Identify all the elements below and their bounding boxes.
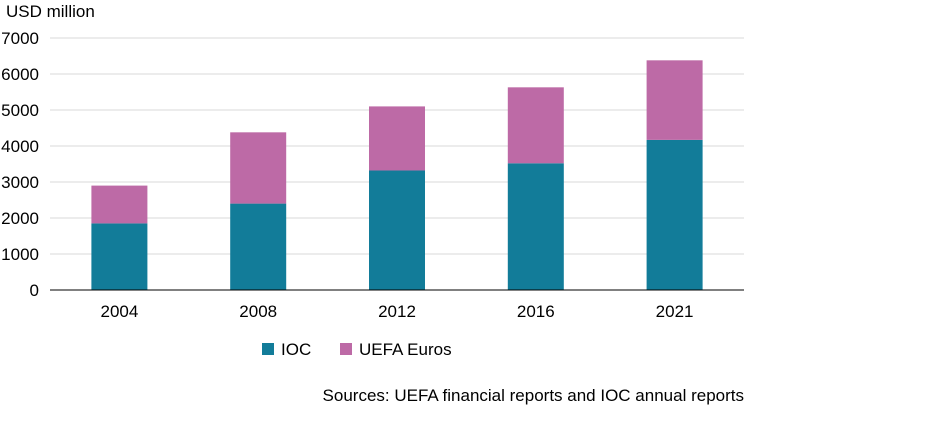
x-category-label: 2008 [239, 302, 277, 321]
bar-ioc-2012 [369, 170, 425, 290]
legend-swatch-ioc [262, 343, 274, 355]
source-note: Sources: UEFA financial reports and IOC … [323, 386, 744, 405]
bar-ioc-2021 [646, 139, 703, 290]
y-tick-label: 2000 [1, 209, 39, 228]
y-tick-label: 4000 [1, 137, 39, 156]
bar-ioc-2016 [507, 163, 564, 290]
y-tick-label: 7000 [1, 29, 39, 48]
y-tick-label: 0 [30, 281, 39, 300]
bar-uefa-euros-2008 [230, 132, 287, 204]
x-axis-categories: 2004 2008 2012 2016 2021 [100, 302, 693, 321]
legend-label: UEFA Euros [359, 340, 452, 359]
bar-uefa-euros-2012 [369, 106, 425, 171]
legend-label: IOC [281, 340, 311, 359]
legend: IOC UEFA Euros [262, 340, 452, 359]
y-axis-ticks: 0 1000 2000 3000 4000 5000 6000 7000 [1, 29, 39, 300]
x-category-label: 2004 [100, 302, 138, 321]
bar-uefa-euros-2021 [646, 60, 703, 140]
x-category-label: 2016 [517, 302, 555, 321]
bar-uefa-euros-2016 [507, 87, 564, 164]
legend-swatch-uefa-euros [340, 343, 352, 355]
bar-ioc-2004 [91, 223, 148, 290]
x-category-label: 2012 [378, 302, 416, 321]
bar-ioc-2008 [230, 203, 287, 290]
y-tick-label: 1000 [1, 245, 39, 264]
bar-uefa-euros-2004 [91, 185, 148, 224]
y-tick-label: 3000 [1, 173, 39, 192]
y-axis-unit-label: USD million [6, 2, 95, 21]
x-category-label: 2021 [656, 302, 694, 321]
bars [91, 60, 703, 290]
y-tick-label: 5000 [1, 101, 39, 120]
y-tick-label: 6000 [1, 65, 39, 84]
